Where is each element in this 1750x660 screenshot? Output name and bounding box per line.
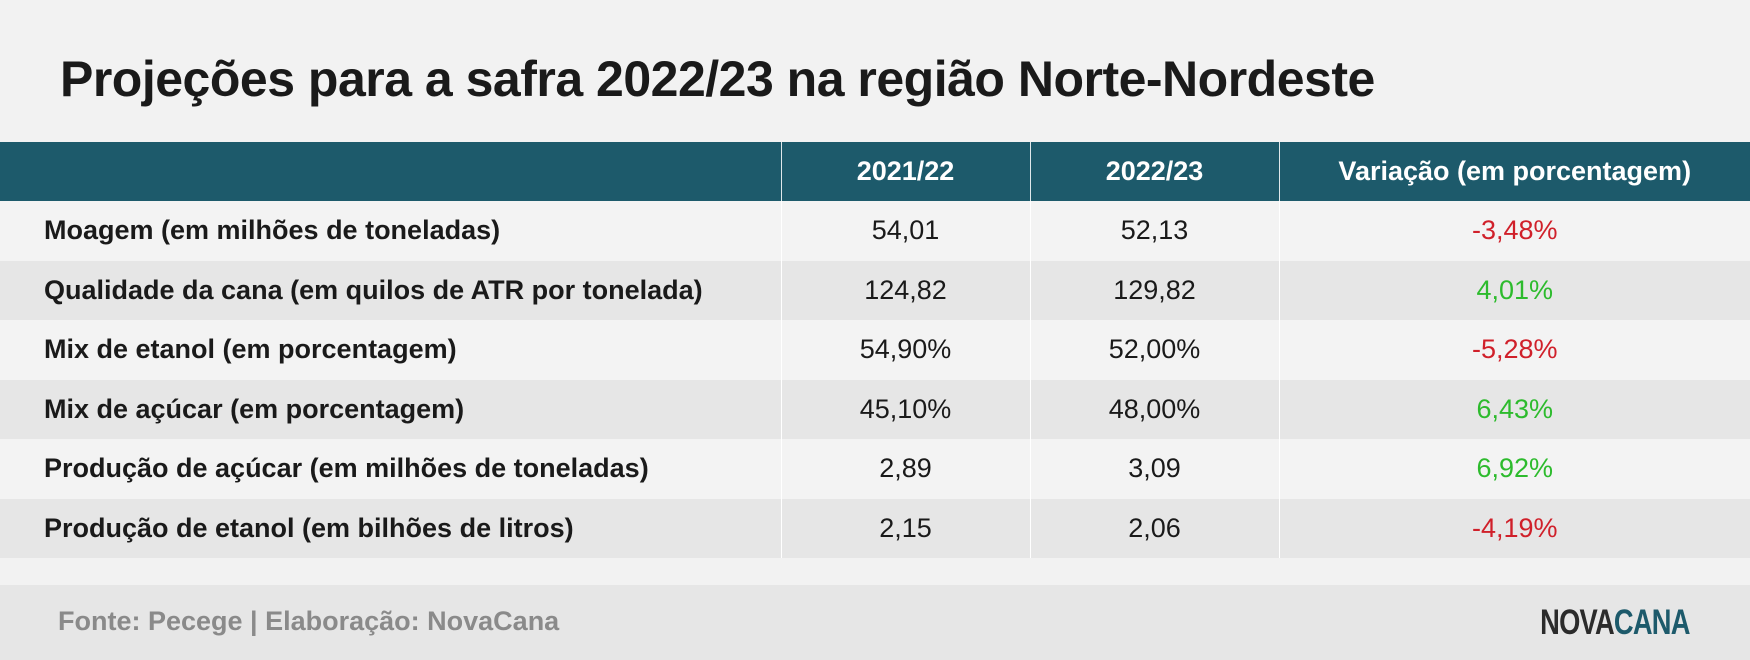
- row-label: Mix de etanol (em porcentagem): [44, 334, 457, 365]
- table-header-row: 2021/22 2022/23 Variação (em porcentagem…: [0, 142, 1750, 201]
- page-title: Projeções para a safra 2022/23 na região…: [60, 51, 1375, 107]
- table-row: Mix de etanol (em porcentagem) 54,90% 52…: [0, 320, 1750, 380]
- value-2022-23: 3,09: [1029, 439, 1279, 499]
- row-label: Mix de açúcar (em porcentagem): [44, 393, 465, 424]
- header-2022-23: 2022/23: [1029, 142, 1279, 201]
- logo-cana: CANA: [1614, 603, 1691, 642]
- source-note: Fonte: Pecege | Elaboração: NovaCana: [58, 606, 560, 636]
- logo-nova: NOVA: [1540, 603, 1616, 642]
- value-2021-22: 2,15: [780, 498, 1030, 558]
- variation-value: -3,48%: [1278, 201, 1750, 261]
- variation-value: 6,92%: [1278, 439, 1750, 499]
- header-variation: Variação (em porcentagem): [1278, 142, 1750, 201]
- value-2021-22: 2,89: [780, 439, 1030, 499]
- table-row: Produção de açúcar (em milhões de tonela…: [0, 439, 1750, 499]
- variation-value: -5,28%: [1278, 320, 1750, 380]
- value-2021-22: 45,10%: [780, 379, 1030, 439]
- novacana-logo: NOVACANA: [1540, 603, 1691, 643]
- value-2022-23: 52,13: [1029, 201, 1279, 261]
- variation-value: -4,19%: [1278, 498, 1750, 558]
- variation-value: 4,01%: [1278, 260, 1750, 320]
- value-2021-22: 124,82: [780, 260, 1030, 320]
- projections-table: 2021/22 2022/23 Variação (em porcentagem…: [0, 142, 1750, 558]
- header-label: [0, 142, 781, 201]
- table-row: Qualidade da cana (em quilos de ATR por …: [0, 260, 1750, 320]
- variation-value: 6,43%: [1278, 379, 1750, 439]
- row-label: Produção de açúcar (em milhões de tonela…: [44, 453, 649, 484]
- row-label: Qualidade da cana (em quilos de ATR por …: [44, 274, 703, 305]
- row-label: Moagem (em milhões de toneladas): [44, 215, 501, 246]
- value-2021-22: 54,90%: [780, 320, 1030, 380]
- value-2022-23: 48,00%: [1029, 379, 1279, 439]
- table-row: Produção de etanol (em bilhões de litros…: [0, 498, 1750, 558]
- row-label: Produção de etanol (em bilhões de litros…: [44, 512, 574, 543]
- table-row: Moagem (em milhões de toneladas) 54,01 5…: [0, 201, 1750, 261]
- header-2021-22: 2021/22: [780, 142, 1030, 201]
- value-2022-23: 129,82: [1029, 260, 1279, 320]
- value-2021-22: 54,01: [780, 201, 1030, 261]
- table-row: Mix de açúcar (em porcentagem) 45,10% 48…: [0, 379, 1750, 439]
- value-2022-23: 2,06: [1029, 498, 1279, 558]
- value-2022-23: 52,00%: [1029, 320, 1279, 380]
- footer: Fonte: Pecege | Elaboração: NovaCana NOV…: [0, 585, 1750, 660]
